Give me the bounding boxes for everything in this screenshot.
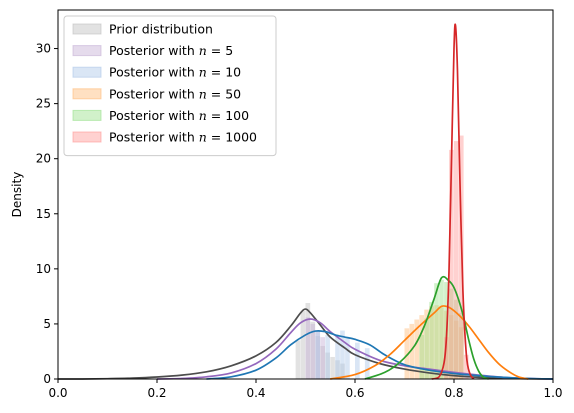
hist-bar-series-0-2: [305, 302, 311, 379]
hist-bar-series-0-7: [330, 356, 335, 379]
hist-bar-series-1-2: [315, 330, 321, 379]
hist-bar-series-3-0: [404, 328, 410, 379]
legend: Prior distribution Posterior with n = 5 Po…: [63, 15, 277, 157]
y-tick-label-4: 20: [36, 152, 51, 166]
legend-swatch-1: [72, 45, 102, 57]
hist-bar-series-5-1: [449, 149, 454, 379]
hist-bar-series-1-0: [305, 317, 311, 379]
hist-bar-series-3-7: [439, 307, 444, 379]
legend-label-5: Posterior with n = 1000: [109, 130, 257, 145]
x-tick-label-0: 0.0: [48, 386, 67, 400]
hist-bar-series-3-4: [424, 309, 429, 379]
hist-bar-series-4-8: [458, 312, 464, 379]
legend-label-3: Posterior with n = 50: [109, 86, 241, 101]
legend-swatch-2: [72, 66, 102, 78]
hist-bar-series-2-6: [364, 348, 370, 379]
y-tick-label-5: 25: [36, 97, 51, 111]
x-tick-label-1: 0.2: [147, 386, 166, 400]
hist-bar-series-0-8: [335, 360, 340, 379]
legend-label-1: Posterior with n = 5: [109, 43, 233, 58]
hist-bar-series-3-9: [449, 315, 454, 379]
hist-bar-series-2-3: [340, 330, 345, 379]
y-tick-label-1: 5: [43, 317, 51, 331]
density-curves: [57, 23, 554, 380]
hist-bar-series-2-2: [335, 337, 340, 379]
y-axis-label: Density: [10, 172, 24, 218]
hist-bar-series-4-3: [434, 283, 439, 379]
x-tick-label-5: 1.0: [543, 386, 562, 400]
hist-bar-series-3-2: [414, 319, 420, 379]
y-tick-label-6: 30: [36, 42, 51, 56]
hist-bar-series-3-11: [458, 327, 464, 379]
hist-bar-series-4-7: [454, 299, 459, 379]
legend-swatch-4: [72, 109, 102, 121]
hist-bar-series-0-9: [340, 363, 345, 379]
hist-bar-series-0-5: [320, 345, 325, 379]
density-curve-series-3: [330, 305, 529, 380]
hist-bar-series-5-0: [444, 337, 449, 379]
hist-bar-series-4-6: [449, 288, 454, 379]
legend-swatch-0: [72, 23, 102, 35]
x-tick-label-3: 0.6: [345, 386, 364, 400]
hist-bar-series-0-1: [300, 310, 306, 379]
legend-box: [63, 15, 277, 157]
hist-bar-series-2-5: [355, 342, 360, 379]
hist-bar-series-4-1: [424, 318, 429, 379]
hist-bar-series-3-5: [429, 306, 434, 379]
x-tick-label-4: 0.8: [444, 386, 463, 400]
y-tick-label-3: 15: [36, 207, 51, 221]
hist-bar-series-4-2: [429, 301, 434, 379]
x-tick-label-2: 0.4: [246, 386, 265, 400]
hist-bar-series-5-2: [454, 141, 459, 379]
hist-bar-series-3-10: [454, 320, 459, 379]
hist-bar-series-4-4: [439, 279, 444, 379]
density-curve-series-5: [431, 23, 475, 380]
histogram-bars: [295, 135, 469, 379]
hist-bar-series-2-0: [315, 330, 321, 379]
hist-bar-series-3-3: [419, 315, 424, 379]
hist-bar-series-5-4: [463, 354, 469, 379]
hist-bar-series-1-1: [310, 323, 316, 379]
density-curve-series-2: [206, 329, 554, 380]
hist-bar-series-0-4: [315, 336, 321, 379]
hist-bar-series-0-3: [310, 321, 316, 379]
hist-bar-series-3-6: [434, 305, 439, 379]
plot-frame: [57, 9, 554, 380]
hist-bar-series-2-4: [345, 338, 350, 379]
y-axis: 0 5 10 15 20 25 30: [36, 42, 58, 386]
legend-label-0: Prior distribution: [109, 22, 213, 37]
x-axis: 0.0 0.2 0.4 0.6 0.8 1.0: [48, 379, 563, 400]
legend-swatch-5: [72, 131, 102, 143]
hist-bar-series-0-0: [295, 340, 301, 379]
legend-label-4: Posterior with n = 100: [109, 108, 249, 123]
legend-label-2: Posterior with n = 10: [109, 65, 241, 80]
hist-bar-series-1-3: [320, 337, 325, 379]
hist-bar-series-3-1: [409, 323, 415, 379]
y-tick-label-2: 10: [36, 262, 51, 276]
density-curve-series-4: [364, 275, 489, 380]
hist-bar-series-2-1: [325, 334, 330, 379]
legend-swatch-3: [72, 88, 102, 100]
hist-bar-series-4-0: [419, 334, 424, 379]
y-tick-label-0: 0: [43, 372, 51, 386]
hist-bar-series-0-6: [325, 352, 330, 379]
density-curve-series-0: [57, 308, 554, 380]
